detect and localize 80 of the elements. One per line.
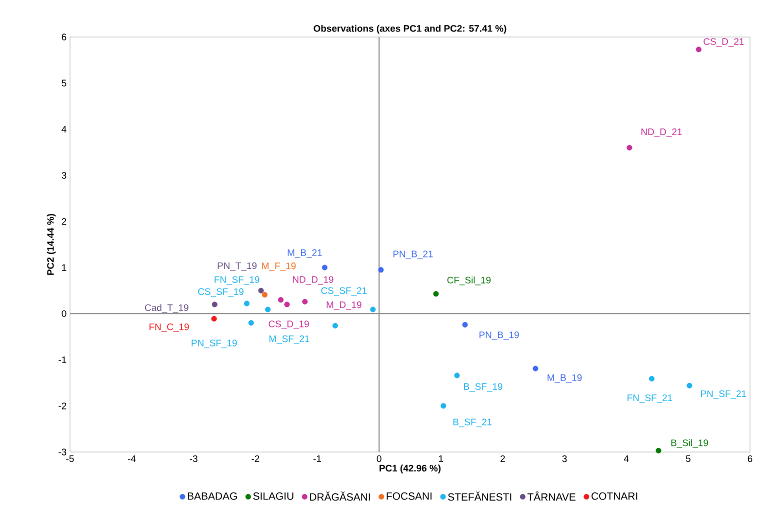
annotation: CF_Sil_19 [447, 276, 491, 286]
point [462, 322, 468, 328]
x-tick-label: -1 [313, 455, 322, 462]
x-tick-label: -4 [128, 455, 136, 462]
legend-label: BABADAG [188, 492, 237, 500]
point [370, 306, 376, 312]
x-tick-label: 2 [500, 455, 505, 462]
point [258, 288, 264, 294]
point [284, 302, 290, 308]
y-tick-label: 5 [62, 80, 66, 86]
annotation: M_B_19 [548, 374, 582, 383]
point [262, 292, 268, 298]
point [378, 267, 384, 273]
annotation: ND_D_19 [292, 276, 334, 285]
y-tick-label: 0 [62, 310, 66, 318]
annotation: PN_B_19 [480, 331, 519, 340]
point [656, 448, 662, 454]
y-tick-label: -1 [58, 356, 66, 364]
annotation: FN_SF_21 [628, 394, 672, 403]
y-tick-label: 2 [62, 218, 66, 225]
x-tick-label: 0 [376, 455, 382, 462]
point [211, 316, 217, 322]
point [532, 366, 538, 372]
y-axis-title: PC2 (14.44 %) [46, 214, 56, 275]
annotation: PN_B_21 [393, 250, 433, 260]
x-tick-label: 1 [439, 455, 444, 462]
legend-label: TÂRNAVE [528, 491, 576, 501]
legend-label: FOCSANI [386, 492, 432, 500]
y-tick-label: -3 [58, 448, 66, 456]
annotation: PN_SF_21 [701, 390, 746, 399]
annotation: M_D_19 [326, 301, 362, 310]
point [696, 46, 702, 52]
x-tick-label: -5 [66, 455, 74, 462]
x-tick-label: 4 [624, 455, 629, 462]
annotation: B_SF_19 [464, 383, 502, 392]
point [212, 302, 218, 308]
annotation: B_Sil_19 [671, 439, 708, 448]
y-tick-label: 1 [62, 264, 66, 271]
point [440, 403, 446, 409]
annotation: FN_C_19 [150, 323, 189, 332]
point [686, 382, 692, 388]
annotation: ND_D_21 [641, 128, 682, 137]
point [454, 372, 460, 378]
point [244, 300, 250, 306]
annotation: M_B_21 [288, 249, 322, 258]
point [278, 297, 284, 303]
annotation: M_F_19 [262, 262, 296, 271]
annotation: PN_T_19 [218, 262, 257, 271]
point [648, 376, 655, 382]
annotation: CS_SF_19 [198, 288, 244, 297]
annotation: M_SF_21 [269, 335, 310, 344]
point [302, 298, 308, 304]
annotation: CS_SF_21 [321, 287, 367, 296]
y-tick-label: 3 [62, 172, 66, 179]
annotation: FN_SF_19 [214, 276, 260, 285]
annotation: CS_D_21 [704, 38, 744, 47]
point [248, 320, 254, 326]
legend-label: SILAGIU [253, 492, 294, 500]
annotation: Cad_T_19 [145, 304, 188, 313]
legend-label: COTNARI [592, 492, 638, 500]
y-tick-label: -2 [58, 402, 66, 410]
legend-label: DRĂGĂSANI [310, 492, 370, 501]
chart-title: Observations (axes PC1 and PC2: 57.41 %) [314, 24, 506, 34]
point [626, 144, 632, 150]
x-tick-label: -3 [190, 455, 198, 462]
annotation: CS_D_19 [268, 320, 309, 330]
x-tick-label: 5 [686, 455, 690, 462]
legend-label: STEFĂNESTI [448, 492, 512, 501]
x-axis-title: PC1 (42.96 %) [380, 464, 441, 474]
x-tick-label: 3 [562, 455, 567, 462]
x-tick-label: -2 [252, 455, 260, 462]
point [265, 306, 271, 312]
y-tick-label: 4 [62, 126, 66, 132]
point [322, 264, 328, 270]
annotation: PN_SF_19 [192, 340, 237, 348]
point [433, 291, 439, 297]
x-tick-label: 6 [748, 455, 752, 462]
point [332, 322, 338, 328]
annotation: B_SF_21 [453, 418, 492, 428]
y-tick-label: 6 [62, 34, 66, 40]
